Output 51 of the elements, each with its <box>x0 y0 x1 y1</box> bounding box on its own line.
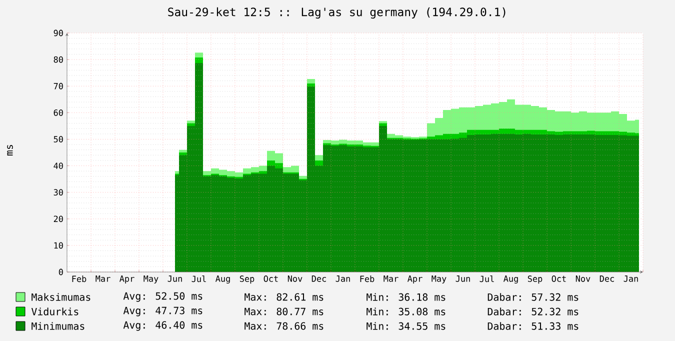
text: Dabar: 57.32 ms <box>488 293 578 301</box>
legend-label: Vidurkis <box>31 308 78 316</box>
y-tick-label: 50 <box>54 136 63 142</box>
legend-label: Minimumas <box>32 322 84 330</box>
x-tick-label: Sep <box>240 276 254 284</box>
x-tick-label: Nov <box>288 276 302 282</box>
x-tick-label: Mar <box>96 276 110 282</box>
x-tick-label: Dec <box>600 276 614 282</box>
x-tick-label: Aug <box>216 276 230 284</box>
y-tick-label: 20 <box>54 216 63 222</box>
y-tick-label: 40 <box>54 162 63 169</box>
x-tick-label: Dec <box>312 276 326 282</box>
text: Avg: 52.50 ms <box>123 292 202 302</box>
text: Min: 34.55 ms <box>366 322 446 330</box>
x-tick-label: Aug <box>504 276 518 284</box>
x-tick-label: May <box>432 276 446 284</box>
legend-label: Maksimumas <box>32 293 90 301</box>
x-tick-label: Jul <box>192 276 206 282</box>
x-tick-label: Feb <box>72 276 86 282</box>
y-tick-label: 0 <box>58 268 63 276</box>
y-tick-label: 70 <box>54 82 63 90</box>
text: Max: 82.61 ms <box>244 293 324 301</box>
x-tick-label: Feb <box>360 276 374 282</box>
x-tick-label: Nov <box>576 276 590 282</box>
chart-title: Sau-29-ket 12:5 :: Lag'as su germany (194.29.0.1) <box>168 7 506 19</box>
x-tick-label: Apr <box>408 276 422 284</box>
x-tick-label: Jan <box>624 276 638 282</box>
x-tick-label: Apr <box>120 276 134 284</box>
text: Avg: 46.40 ms <box>123 321 202 331</box>
y-tick-label: 60 <box>54 109 63 116</box>
text: Dabar: 52.32 ms <box>488 308 578 316</box>
x-tick-label: Jan <box>336 276 350 282</box>
x-tick-label: Jun <box>456 276 470 282</box>
text: Min: 35.08 ms <box>366 308 446 316</box>
text: Min: 36.18 ms <box>366 293 446 301</box>
y-tick-label: 80 <box>54 56 63 63</box>
y-axis-title: ms <box>7 144 13 156</box>
x-tick-label: Jul <box>480 276 494 282</box>
x-tick-label: Oct <box>264 276 278 282</box>
y-tick-label: 90 <box>54 30 63 36</box>
x-tick-label: Oct <box>552 276 566 282</box>
text: Max: 80.77 ms <box>244 308 324 316</box>
text: Max: 78.66 ms <box>244 322 324 330</box>
x-tick-label: Sep <box>528 276 542 284</box>
y-tick-label: 30 <box>54 189 63 196</box>
y-tick-label: 10 <box>54 242 63 249</box>
text: Avg: 47.73 ms <box>123 306 202 316</box>
x-tick-label: Jun <box>168 276 182 282</box>
x-tick-label: Mar <box>384 276 398 282</box>
text: Dabar: 51.33 ms <box>488 322 578 330</box>
x-tick-label: May <box>144 276 158 284</box>
